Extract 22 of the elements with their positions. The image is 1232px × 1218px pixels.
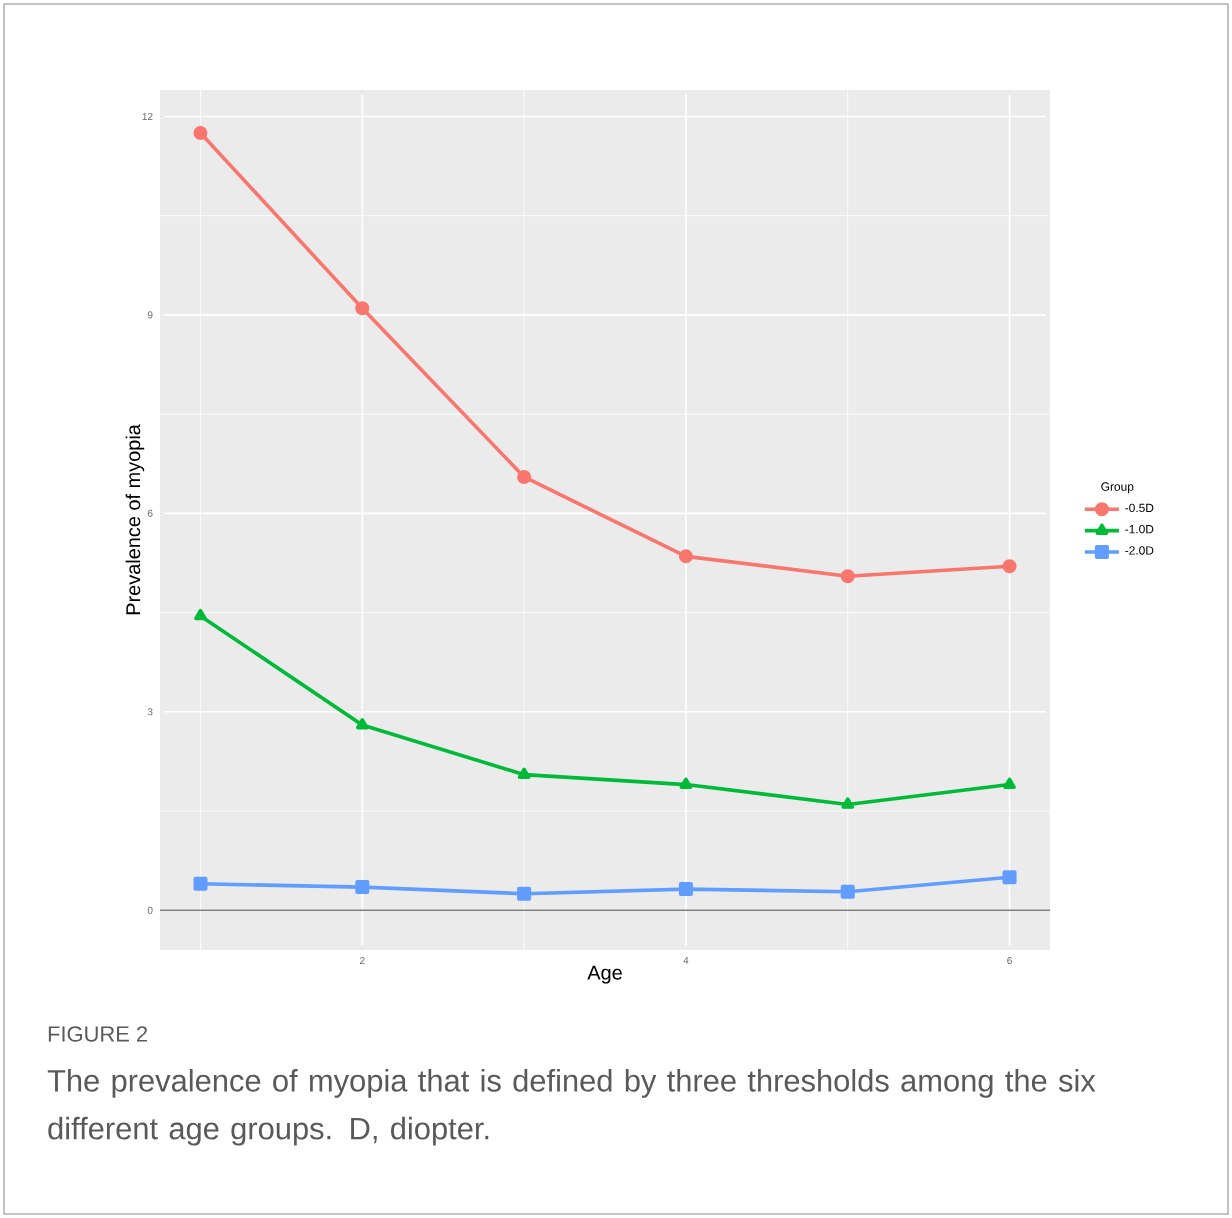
point	[1002, 870, 1017, 885]
point	[840, 884, 855, 899]
point	[194, 608, 207, 621]
point	[517, 886, 532, 901]
point	[1002, 559, 1017, 574]
point	[678, 882, 693, 897]
point	[1003, 777, 1016, 789]
point	[517, 469, 532, 484]
point	[193, 125, 208, 140]
point	[678, 549, 693, 564]
text: The prevalence of myopia that is defined by three thresholds among the six different age groups. D, diopter.	[47, 1069, 1096, 1146]
point	[355, 880, 370, 895]
point	[355, 301, 370, 316]
point	[840, 569, 855, 584]
y-axis-title: Prevalence of myopia	[125, 424, 145, 615]
point	[517, 767, 531, 780]
point	[355, 718, 369, 730]
x-axis-title: Age	[587, 965, 622, 984]
point	[679, 777, 693, 789]
caption: FIGURE 2	[48, 1026, 148, 1042]
point	[193, 876, 208, 891]
point	[841, 797, 855, 809]
